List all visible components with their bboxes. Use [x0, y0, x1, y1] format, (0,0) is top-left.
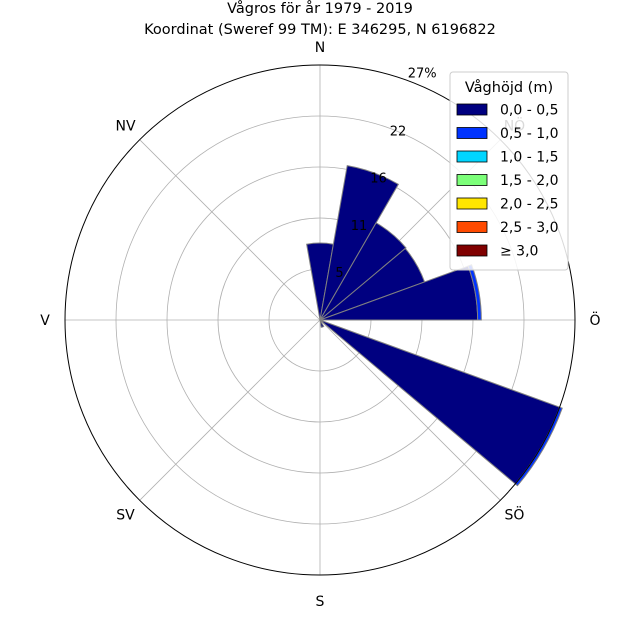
direction-label: S [316, 594, 325, 610]
grid-spoke [139, 139, 321, 321]
legend-swatch [456, 174, 488, 186]
legend-label: 0,0 - 0,5 [500, 103, 558, 119]
legend-label: 2,0 - 2,5 [500, 197, 558, 213]
ring-label: 27% [408, 66, 437, 81]
grid-spoke [139, 319, 321, 501]
ring-label: 16 [370, 172, 387, 187]
ring-label: 5 [335, 266, 343, 281]
direction-label: N [315, 40, 325, 56]
legend-label: 0,5 - 1,0 [500, 126, 558, 142]
legend-swatch [456, 221, 488, 233]
legend-box [449, 71, 569, 271]
legend-title: Våghöjd (m) [465, 79, 553, 96]
ring-label: 11 [351, 219, 368, 234]
legend: Våghöjd (m) 0,0 - 0,5 0,5 - 1,0 1,0 - 1,5 1… [449, 71, 569, 271]
direction-label: NV [116, 119, 136, 135]
legend-swatch [456, 197, 488, 210]
wave-sector [319, 222, 407, 321]
direction-label: V [40, 313, 50, 329]
legend-swatch [456, 127, 488, 139]
chart-subtitle: Koordinat (Sweref 99 TM): E 346295, N 61… [144, 22, 496, 38]
legend-swatch [456, 244, 488, 257]
wave-sector [319, 319, 325, 328]
legend-swatch [456, 150, 488, 163]
ring-label: 22 [390, 125, 407, 140]
wave-sector [319, 319, 561, 485]
legend-swatch [456, 103, 488, 116]
legend-label: 1,0 - 1,5 [500, 150, 558, 166]
legend-label: 1,5 - 2,0 [500, 173, 558, 189]
legend-label: ≥ 3,0 [500, 244, 538, 260]
ring-labels: 5 11 16 22 27% [335, 66, 436, 281]
chart-title: Vågros för år 1979 - 2019 [227, 0, 413, 17]
direction-label: Ö [589, 311, 600, 329]
wave-sector [319, 165, 400, 321]
direction-label: SÖ [505, 505, 525, 523]
direction-label: SV [116, 507, 135, 523]
legend-label: 2,5 - 3,0 [500, 220, 558, 236]
wave-sector [467, 264, 482, 321]
polar-frame [64, 64, 576, 576]
grid-spoke [319, 319, 501, 501]
